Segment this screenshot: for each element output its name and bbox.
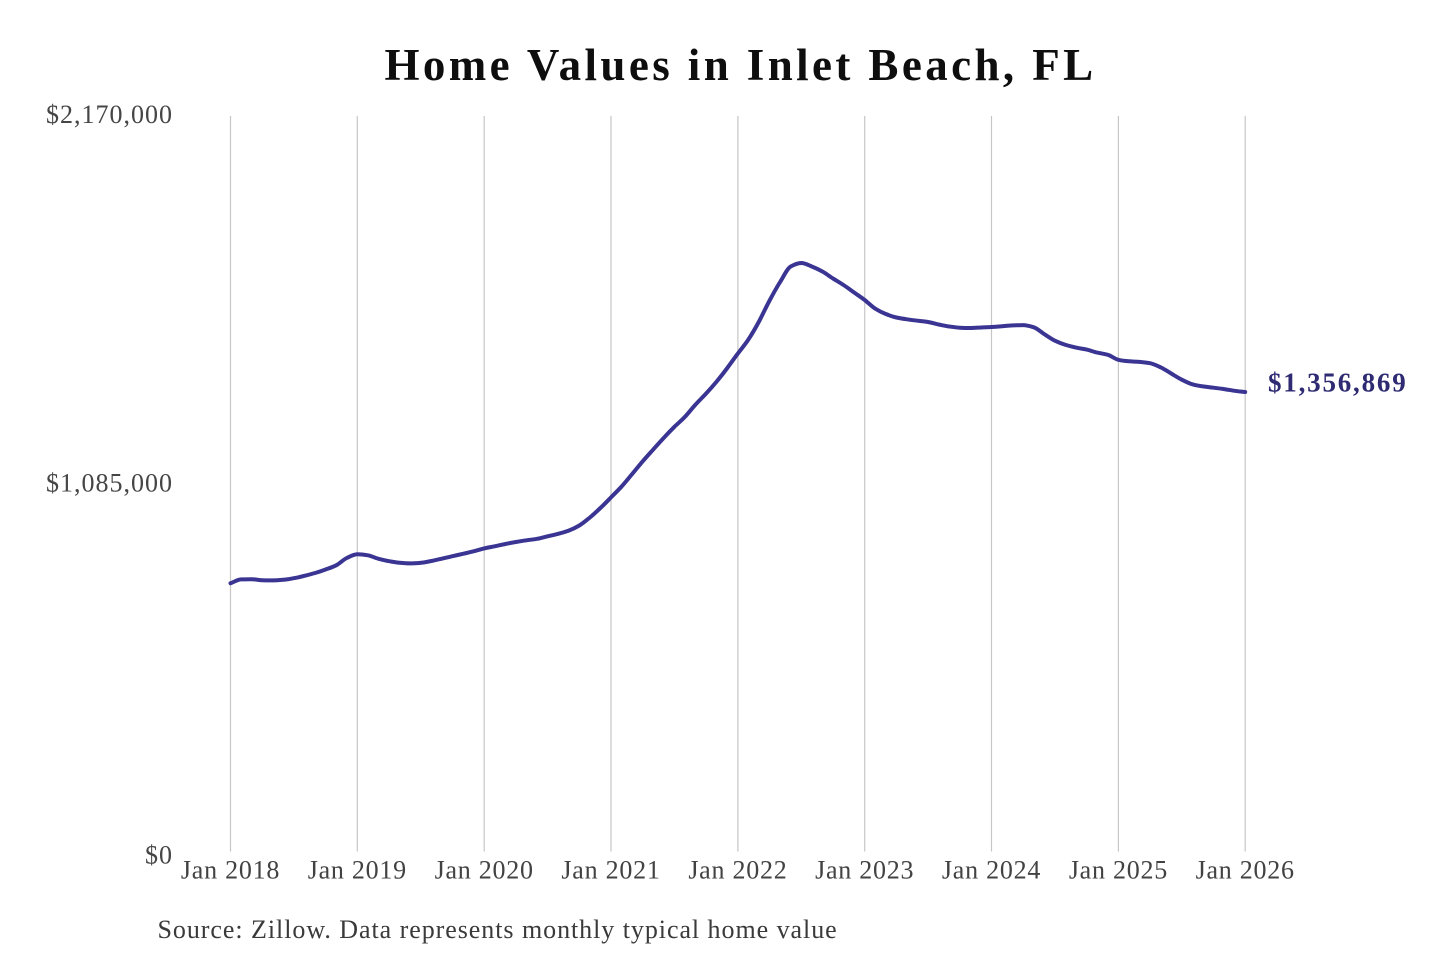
svg-text:Jan 2022: Jan 2022 [688, 856, 787, 885]
svg-text:Jan 2020: Jan 2020 [435, 856, 534, 885]
svg-text:Jan 2026: Jan 2026 [1196, 856, 1295, 885]
svg-text:Jan 2021: Jan 2021 [561, 856, 660, 885]
svg-text:Jan 2024: Jan 2024 [942, 856, 1041, 885]
svg-text:Jan 2019: Jan 2019 [308, 856, 407, 885]
svg-text:$0: $0 [145, 841, 173, 870]
svg-text:$1,356,869: $1,356,869 [1268, 368, 1408, 398]
svg-text:Source: Zillow. Data represent: Source: Zillow. Data represents monthly … [158, 915, 838, 944]
svg-text:Home Values in Inlet Beach, FL: Home Values in Inlet Beach, FL [384, 40, 1096, 90]
svg-text:Jan 2023: Jan 2023 [815, 856, 914, 885]
svg-text:Jan 2025: Jan 2025 [1069, 856, 1168, 885]
svg-text:$1,085,000: $1,085,000 [46, 469, 173, 498]
svg-text:$2,170,000: $2,170,000 [46, 100, 173, 129]
svg-text:Jan 2018: Jan 2018 [181, 856, 280, 885]
